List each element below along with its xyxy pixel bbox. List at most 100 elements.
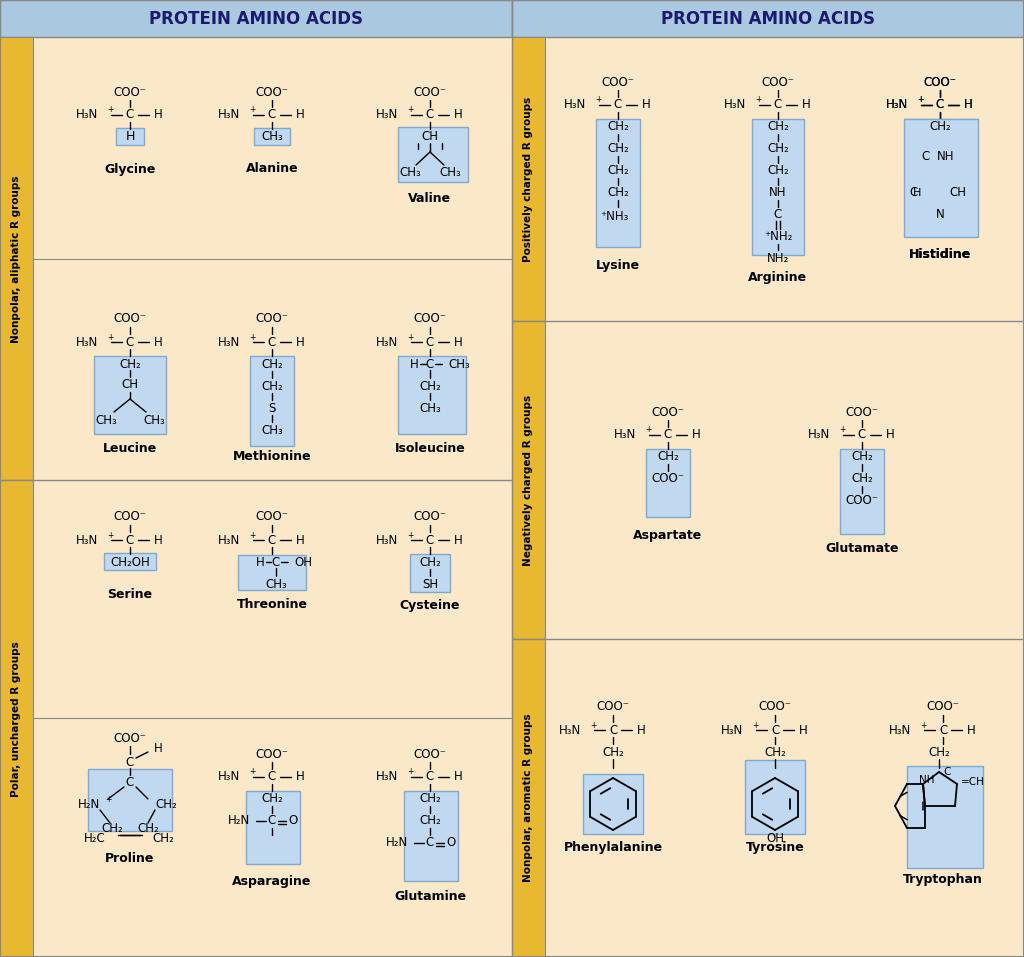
Text: COO⁻: COO⁻ — [414, 510, 446, 523]
Text: CH₃: CH₃ — [449, 358, 470, 370]
Text: H₃N: H₃N — [724, 99, 746, 112]
Text: C: C — [426, 836, 434, 850]
Text: C: C — [774, 99, 782, 112]
Text: Leucine: Leucine — [102, 441, 157, 455]
Text: H: H — [125, 130, 135, 144]
Text: OH: OH — [766, 832, 784, 844]
Text: COO⁻: COO⁻ — [414, 747, 446, 761]
Text: H₃N: H₃N — [808, 429, 830, 441]
Text: PROTEIN AMINO ACIDS: PROTEIN AMINO ACIDS — [150, 10, 362, 28]
Bar — [596, 119, 640, 247]
Text: Arginine: Arginine — [749, 271, 808, 283]
Text: CH₂: CH₂ — [119, 358, 141, 370]
Text: CH₂: CH₂ — [607, 121, 629, 133]
Text: Nonpolar, aliphatic R groups: Nonpolar, aliphatic R groups — [11, 175, 22, 343]
Bar — [840, 449, 884, 534]
Text: H: H — [637, 723, 646, 737]
Text: H: H — [454, 533, 463, 546]
Text: +: + — [249, 105, 255, 115]
Text: Phenylalanine: Phenylalanine — [563, 841, 663, 855]
Text: H: H — [256, 555, 264, 568]
Text: +: + — [104, 794, 112, 804]
Text: H₃N: H₃N — [559, 723, 581, 737]
Text: CH₂: CH₂ — [929, 121, 951, 133]
Text: H₃N: H₃N — [889, 723, 911, 737]
Text: COO⁻: COO⁻ — [846, 406, 879, 418]
Bar — [94, 356, 166, 434]
Text: Histidine: Histidine — [909, 249, 971, 261]
Text: +: + — [407, 105, 414, 115]
Text: CH₃: CH₃ — [143, 413, 165, 427]
Text: H: H — [454, 770, 463, 784]
Text: CH₂: CH₂ — [767, 143, 788, 155]
Text: C: C — [126, 533, 134, 546]
Text: H₃N: H₃N — [218, 336, 240, 348]
Text: CH₂: CH₂ — [155, 797, 177, 811]
Text: H: H — [296, 108, 305, 122]
Text: C: C — [613, 99, 623, 112]
Text: CH₂: CH₂ — [137, 822, 159, 835]
Text: H: H — [296, 533, 305, 546]
Text: H₃N: H₃N — [886, 99, 908, 112]
Text: CH: CH — [122, 379, 138, 391]
Text: C: C — [426, 336, 434, 348]
Text: H: H — [964, 99, 973, 112]
Text: COO⁻: COO⁻ — [114, 313, 146, 325]
Text: H: H — [922, 170, 930, 180]
Text: H: H — [692, 429, 700, 441]
Text: C: C — [126, 108, 134, 122]
Text: H: H — [802, 99, 811, 112]
Text: C: C — [426, 108, 434, 122]
Text: CH₂: CH₂ — [152, 833, 174, 845]
Text: H₃N: H₃N — [376, 108, 398, 122]
Text: COO⁻: COO⁻ — [256, 747, 289, 761]
Text: CH₂: CH₂ — [767, 165, 788, 177]
Bar — [646, 449, 690, 517]
Text: O: O — [446, 836, 456, 850]
Text: C: C — [910, 187, 919, 199]
Bar — [512, 0, 1024, 37]
Text: C: C — [939, 723, 947, 737]
Text: C: C — [126, 336, 134, 348]
Text: COO⁻: COO⁻ — [414, 313, 446, 325]
Text: C: C — [771, 723, 779, 737]
Text: C: C — [268, 533, 276, 546]
Text: H: H — [154, 533, 163, 546]
Text: H₃N: H₃N — [76, 336, 98, 348]
Text: COO⁻: COO⁻ — [114, 85, 146, 99]
Text: NH: NH — [769, 187, 786, 199]
Text: H₃N: H₃N — [218, 533, 240, 546]
Text: H₃N: H₃N — [613, 429, 636, 441]
Text: OH: OH — [294, 555, 312, 568]
Bar — [752, 119, 804, 255]
Text: H₃N: H₃N — [376, 533, 398, 546]
Bar — [583, 774, 643, 834]
Bar — [250, 356, 294, 446]
Text: CH₂: CH₂ — [657, 451, 679, 463]
Text: CH₂: CH₂ — [851, 451, 872, 463]
Text: +: + — [106, 332, 114, 342]
Text: CH₂: CH₂ — [607, 187, 629, 199]
Text: C: C — [774, 209, 782, 221]
Text: +: + — [916, 96, 924, 104]
Text: NH: NH — [961, 144, 978, 157]
Text: H₂N: H₂N — [78, 797, 100, 811]
Text: ⁺NH₃: ⁺NH₃ — [600, 211, 628, 224]
Text: +: + — [106, 530, 114, 540]
Text: H: H — [296, 770, 305, 784]
Text: COO⁻: COO⁻ — [759, 701, 792, 714]
Text: C: C — [268, 770, 276, 784]
Bar — [104, 553, 156, 570]
Bar — [512, 321, 545, 639]
Text: H: H — [906, 188, 922, 198]
Text: CH₂: CH₂ — [607, 143, 629, 155]
Text: C: C — [426, 358, 434, 370]
Text: Glutamine: Glutamine — [394, 891, 466, 903]
Text: CH₂: CH₂ — [851, 473, 872, 485]
Text: CH₃: CH₃ — [399, 167, 421, 180]
Text: CH₂: CH₂ — [929, 121, 951, 133]
Text: COO⁻: COO⁻ — [924, 76, 956, 88]
Text: Nonpolar, aromatic R groups: Nonpolar, aromatic R groups — [523, 714, 534, 882]
Text: H₃N: H₃N — [564, 99, 586, 112]
Text: H₃N: H₃N — [886, 99, 908, 112]
